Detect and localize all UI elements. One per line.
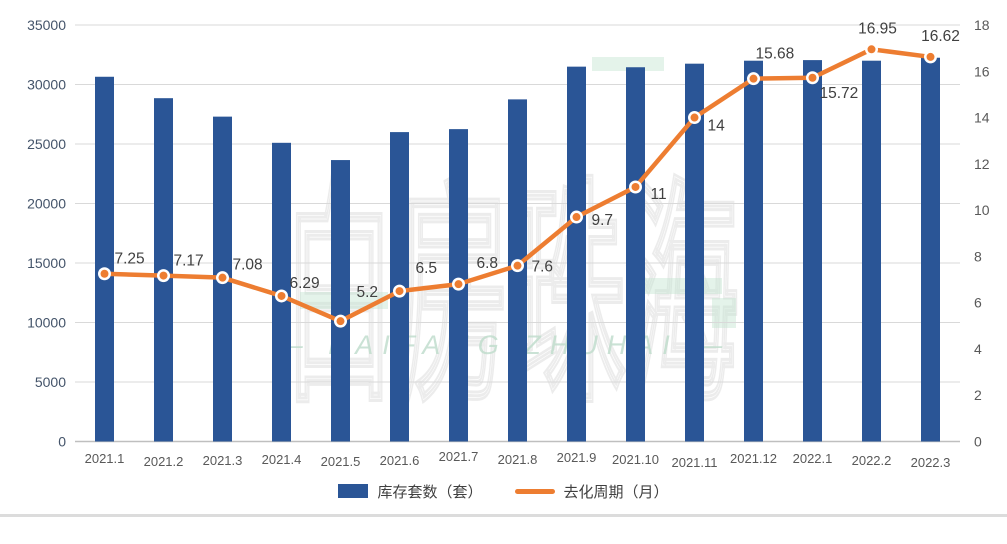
x-axis-tick: 2021.12 xyxy=(730,451,777,466)
legend: 库存套数（套） 去化周期（月） xyxy=(0,479,1007,503)
line-marker xyxy=(513,261,522,270)
right-axis-tick: 18 xyxy=(974,17,990,33)
line-marker xyxy=(631,182,640,191)
right-axis-tick: 12 xyxy=(974,156,990,172)
line-marker xyxy=(572,213,581,222)
legend-line-label: 去化周期（月） xyxy=(563,483,669,501)
x-axis-tick: 2021.2 xyxy=(144,454,184,469)
right-axis-tick: 6 xyxy=(974,295,982,311)
line-data-label: 11 xyxy=(651,186,667,203)
x-axis-tick: 2021.7 xyxy=(439,449,479,464)
line-data-label: 5.2 xyxy=(357,284,379,301)
line-marker xyxy=(454,280,463,289)
bar xyxy=(921,57,940,442)
line-marker xyxy=(336,317,345,326)
right-axis-tick: 8 xyxy=(974,248,982,264)
bar xyxy=(862,60,881,442)
x-axis-tick: 2022.2 xyxy=(852,453,892,468)
right-axis-tick: 0 xyxy=(974,434,982,450)
line-data-label: 7.17 xyxy=(174,253,204,270)
x-axis-tick: 2021.4 xyxy=(262,452,302,467)
bar xyxy=(567,66,586,442)
line-marker xyxy=(277,291,286,300)
footer-divider xyxy=(0,514,1007,517)
left-axis-tick: 20000 xyxy=(27,196,66,212)
bar xyxy=(803,60,822,442)
line-data-label: 6.5 xyxy=(416,260,438,277)
right-axis-tick: 4 xyxy=(974,341,982,357)
line-marker xyxy=(218,273,227,282)
combo-chart: 0 5000 10000 15000 20000 25000 30000 35000 0 2 4 6 8… xyxy=(27,17,990,470)
right-axis-tick: 16 xyxy=(974,63,990,79)
line-data-label: 9.7 xyxy=(592,212,614,229)
x-axis-tick: 2021.11 xyxy=(671,455,717,470)
bar xyxy=(685,63,704,442)
line-data-label: 16.95 xyxy=(858,20,897,37)
left-axis-tick: 25000 xyxy=(27,136,66,152)
x-axis-tick: 2021.5 xyxy=(321,454,361,469)
left-axis-tick: 35000 xyxy=(27,17,66,33)
right-axis-tick: 2 xyxy=(974,387,982,403)
line-marker xyxy=(808,73,817,82)
right-axis-tick: 14 xyxy=(974,110,990,126)
x-axis-tick: 2021.10 xyxy=(612,452,659,467)
x-axis-tick: 2021.3 xyxy=(203,453,243,468)
left-axis-tick: 15000 xyxy=(27,255,66,271)
line-data-label: 15.68 xyxy=(756,46,795,63)
line-data-label: 6.29 xyxy=(290,275,320,292)
line-data-label: 14 xyxy=(708,118,726,135)
line-data-label: 6.8 xyxy=(477,255,499,272)
x-axis-tick: 2021.6 xyxy=(380,453,420,468)
bar xyxy=(626,67,645,442)
bar xyxy=(95,76,114,442)
line-marker xyxy=(867,45,876,54)
legend-bar-swatch xyxy=(338,484,369,498)
x-axis-tick: 2021.8 xyxy=(498,452,538,467)
line-data-label: 7.08 xyxy=(233,257,263,274)
line-marker xyxy=(749,74,758,83)
legend-bar-label: 库存套数（套） xyxy=(377,483,483,501)
line-marker xyxy=(690,113,699,122)
x-axis-tick: 2021.1 xyxy=(85,451,125,466)
line-marker xyxy=(926,52,935,61)
line-marker xyxy=(159,271,168,280)
bar xyxy=(744,60,763,442)
left-axis-tick: 30000 xyxy=(27,77,66,93)
line-marker xyxy=(395,287,404,296)
line-marker xyxy=(100,269,109,278)
x-axis-tick: 2022.1 xyxy=(793,451,833,466)
line-data-label: 7.6 xyxy=(532,259,554,276)
bar xyxy=(331,160,350,442)
left-axis-tick: 10000 xyxy=(27,315,66,331)
legend-line-swatch xyxy=(514,488,555,494)
left-axis-tick: 5000 xyxy=(35,374,66,390)
x-axis-tick: 2022.3 xyxy=(911,455,951,470)
left-axis-tick: 0 xyxy=(58,434,66,450)
right-axis-tick: 10 xyxy=(974,202,990,218)
line-data-label: 7.25 xyxy=(115,251,145,268)
line-data-label: 16.62 xyxy=(921,28,960,45)
line-data-label: 15.72 xyxy=(820,85,859,102)
x-axis-tick: 2021.9 xyxy=(557,450,597,465)
